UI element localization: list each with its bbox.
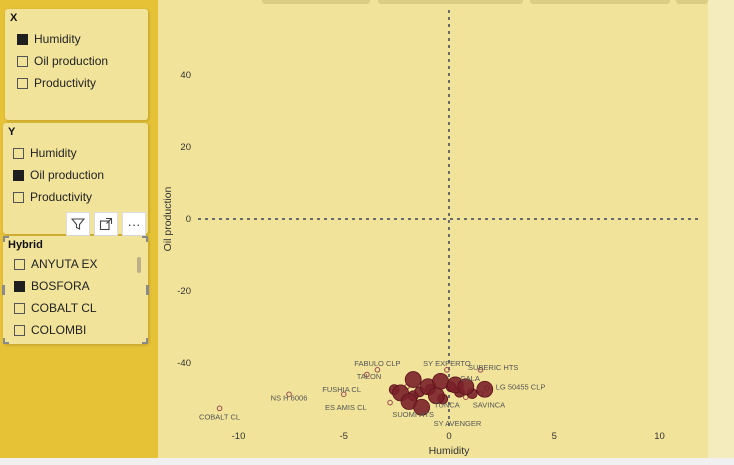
option-label: Humidity	[30, 146, 77, 160]
y-tick-label: 20	[180, 142, 191, 153]
option-label: BOSFORA	[31, 279, 90, 293]
scatter-point[interactable]	[364, 371, 370, 378]
slicer-hybrid-scrollbar[interactable]	[137, 257, 141, 273]
option-label: COBALT CL	[31, 301, 97, 315]
y-tick-label: 40	[180, 70, 191, 81]
scatter-point[interactable]	[444, 367, 450, 373]
point-label: CALA	[460, 374, 480, 383]
x-axis-ticks: -10 -5 0 5 10	[232, 431, 665, 442]
slicer-hybrid-option[interactable]: BOSFORA	[14, 279, 90, 293]
resize-handle[interactable]	[2, 285, 5, 295]
option-label: COLOMBI	[31, 323, 87, 337]
x-tick-label: -10	[232, 431, 246, 442]
option-label: Oil production	[34, 54, 109, 68]
y-tick-label: 0	[186, 214, 191, 225]
y-tick-label: -20	[177, 286, 191, 297]
bottom-bar	[0, 458, 734, 465]
point-label: NS H 6006	[271, 393, 308, 402]
slicer-hybrid-title: Hybrid	[8, 239, 43, 251]
slicer-x-title: X	[10, 12, 18, 24]
resize-handle[interactable]	[146, 285, 149, 295]
slicer-hybrid-option[interactable]: COBALT CL	[14, 301, 97, 315]
slicer-y-title: Y	[8, 126, 16, 138]
slicer-x-option-productivity[interactable]: Productivity	[17, 76, 96, 90]
slicer-hybrid: Hybrid ANYUTA EX BOSFORA COBALT CL COLOM…	[2, 236, 149, 344]
resize-handle[interactable]	[3, 338, 9, 344]
scatter-point[interactable]	[286, 391, 292, 398]
point-label: SAVINCA	[473, 400, 505, 409]
top-tab	[676, 0, 708, 4]
resize-handle[interactable]	[3, 236, 9, 242]
resize-handle[interactable]	[142, 236, 148, 242]
scatter-point[interactable]	[427, 387, 445, 405]
scatter-point[interactable]	[432, 372, 449, 390]
scatter-point[interactable]	[387, 399, 393, 406]
scatter-point[interactable]	[457, 378, 475, 396]
checkbox-icon[interactable]	[14, 280, 25, 292]
checkbox-icon[interactable]	[17, 55, 28, 67]
point-label: FABULO CLP	[354, 359, 400, 368]
scatter-point[interactable]	[404, 371, 422, 388]
slicer-hybrid-option[interactable]: ANYUTA EX	[14, 257, 97, 271]
y-axis-ticks: 40 20 0 -20 -40	[177, 70, 191, 369]
scatter-point[interactable]	[340, 391, 347, 398]
slicer-y-option-productivity[interactable]: Productivity	[13, 190, 92, 204]
checkbox-icon[interactable]	[13, 169, 24, 181]
filter-icon[interactable]	[66, 212, 90, 236]
scatter-point[interactable]	[216, 405, 223, 412]
checkbox-icon[interactable]	[14, 258, 25, 270]
checkbox-icon[interactable]	[17, 77, 28, 89]
checkbox-icon[interactable]	[17, 33, 28, 45]
scatter-point[interactable]	[374, 367, 381, 373]
y-tick-label: -40	[177, 358, 191, 369]
checkbox-icon[interactable]	[13, 191, 24, 203]
slicer-x: X Humidity Oil production Productivity	[5, 9, 148, 120]
point-label: TALON	[357, 372, 381, 381]
point-label: SUOMI HTS	[392, 410, 434, 419]
point-label: TUNCA	[434, 400, 460, 409]
focus-mode-icon[interactable]	[94, 212, 118, 236]
x-tick-label: 5	[552, 431, 557, 442]
slicer-x-option-humidity[interactable]: Humidity	[17, 32, 81, 46]
visual-header-toolbar: ···	[66, 212, 146, 236]
point-label: SY EXPERTO	[423, 359, 471, 368]
checkbox-icon[interactable]	[13, 147, 24, 159]
point-label: LG 50455 CLP	[496, 382, 546, 391]
point-label: FUSHIA CL	[322, 385, 361, 394]
y-axis-title: Oil production	[162, 186, 174, 251]
x-tick-label: -5	[340, 431, 348, 442]
slicer-y-option-humidity[interactable]: Humidity	[13, 146, 77, 160]
x-tick-label: 10	[654, 431, 665, 442]
x-tick-label: 0	[446, 431, 451, 442]
slicer-y-option-oil-production[interactable]: Oil production	[13, 168, 104, 182]
option-label: Productivity	[34, 76, 97, 90]
option-label: Productivity	[30, 190, 93, 204]
scatter-point[interactable]	[477, 367, 484, 373]
resize-handle[interactable]	[142, 338, 148, 344]
point-label: COBALT CL	[199, 413, 240, 422]
more-options-icon[interactable]: ···	[122, 212, 146, 236]
slicer-hybrid-option[interactable]: COLOMBI	[14, 323, 86, 337]
right-pane-edge	[708, 0, 734, 458]
point-label: ES AMIS CL	[325, 403, 367, 412]
option-label: Oil production	[30, 168, 105, 182]
option-label: ANYUTA EX	[31, 257, 98, 271]
x-axis-title: Humidity	[429, 445, 471, 457]
point-label: SY AVENGER	[434, 419, 482, 428]
option-label: Humidity	[34, 32, 81, 46]
checkbox-icon[interactable]	[14, 324, 25, 336]
scatter-point[interactable]	[476, 380, 494, 398]
reference-lines	[198, 10, 702, 428]
scatter-point[interactable]	[413, 398, 431, 416]
slicer-x-option-oil-production[interactable]: Oil production	[17, 54, 108, 68]
data-points	[216, 367, 494, 416]
checkbox-icon[interactable]	[14, 302, 25, 314]
top-tab	[262, 0, 370, 4]
point-label: SUBERIC HTS	[468, 363, 518, 372]
top-tab	[530, 0, 670, 4]
top-tab	[378, 0, 523, 4]
